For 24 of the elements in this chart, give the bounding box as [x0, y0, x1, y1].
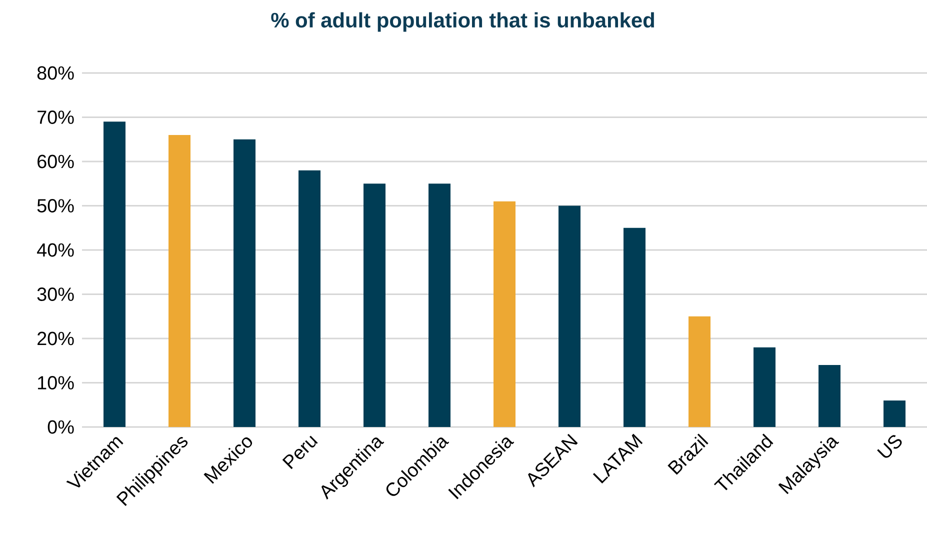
- bar: [234, 139, 256, 427]
- bar: [494, 201, 516, 427]
- y-tick-label: 80%: [37, 66, 74, 80]
- y-tick-label: 60%: [38, 154, 74, 168]
- y-tick-label: 50%: [37, 199, 74, 212]
- y-tick-label: 0%: [48, 420, 74, 434]
- bar: [168, 134, 190, 427]
- y-tick-label: 10%: [38, 376, 74, 390]
- y-tick-label: 20%: [38, 332, 74, 346]
- bar: [298, 170, 321, 427]
- bar: [104, 122, 126, 427]
- bar: [558, 206, 581, 427]
- x-tick-label: US: [877, 435, 902, 458]
- bar: [818, 365, 841, 427]
- bar: [884, 400, 906, 427]
- y-tick-label: 40%: [37, 243, 74, 257]
- y-tick-label: 70%: [38, 110, 74, 124]
- y-tick-label: 30%: [37, 288, 74, 301]
- bar: [754, 347, 776, 427]
- bar: [364, 184, 386, 427]
- chart-title: % of adult population that is unbanked: [271, 12, 654, 32]
- bar: [428, 184, 451, 427]
- bar: [688, 316, 711, 427]
- bar: [624, 228, 646, 427]
